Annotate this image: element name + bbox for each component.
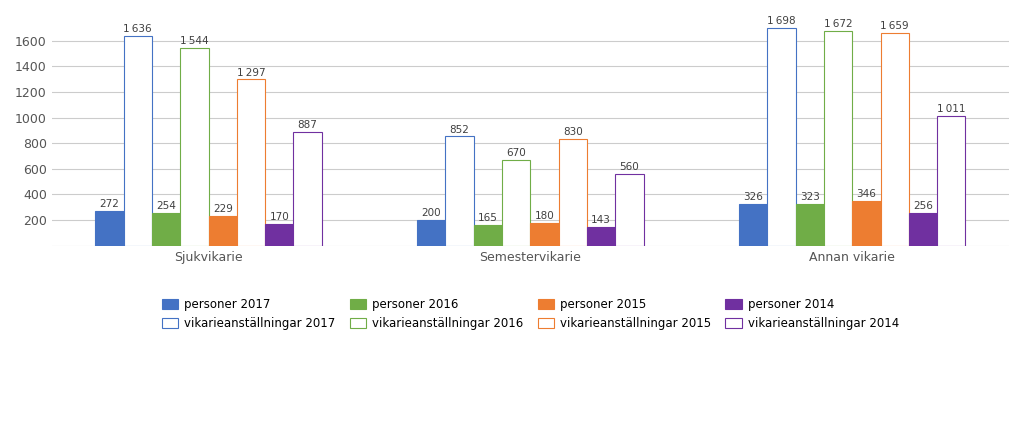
Text: 670: 670 (506, 148, 526, 158)
Text: 830: 830 (563, 128, 583, 137)
Bar (417, 220, 445, 246)
Bar (502, 160, 530, 246)
Text: 346: 346 (856, 189, 877, 200)
Text: 170: 170 (269, 212, 289, 222)
Text: 272: 272 (99, 199, 120, 209)
Bar (530, 223, 559, 246)
Bar (937, 116, 966, 246)
Text: 1 011: 1 011 (937, 104, 966, 114)
Text: 1 659: 1 659 (881, 21, 909, 31)
Text: 200: 200 (422, 208, 441, 218)
Bar (95, 211, 124, 246)
Text: 1 297: 1 297 (237, 67, 265, 77)
Text: 256: 256 (913, 201, 933, 211)
Bar (852, 201, 881, 246)
Bar (739, 204, 767, 246)
Bar (474, 224, 502, 246)
Text: 1 544: 1 544 (180, 36, 209, 46)
Bar (265, 224, 294, 246)
Bar (237, 80, 265, 246)
Text: 1 698: 1 698 (767, 16, 796, 26)
Bar (445, 136, 474, 246)
Text: 887: 887 (298, 120, 317, 130)
Bar (209, 216, 237, 246)
Text: 229: 229 (213, 205, 232, 214)
Legend: personer 2017, vikarieanställningar 2017, personer 2016, vikarieanställningar 20: personer 2017, vikarieanställningar 2017… (157, 293, 903, 334)
Bar (909, 213, 937, 246)
Bar (767, 28, 796, 246)
Bar (180, 48, 209, 246)
Text: 560: 560 (620, 162, 639, 172)
Bar (124, 36, 152, 246)
Bar (559, 139, 587, 246)
Bar (152, 213, 180, 246)
Text: 323: 323 (800, 192, 819, 203)
Bar (615, 174, 644, 246)
Bar (881, 33, 909, 246)
Text: 1 672: 1 672 (823, 19, 852, 29)
Text: 326: 326 (743, 192, 763, 202)
Text: 143: 143 (591, 216, 611, 225)
Bar (587, 227, 615, 246)
Bar (796, 204, 824, 246)
Text: 165: 165 (478, 213, 498, 223)
Bar (294, 132, 322, 246)
Text: 180: 180 (535, 210, 554, 221)
Text: 254: 254 (156, 201, 176, 211)
Text: 852: 852 (450, 125, 469, 135)
Bar (824, 32, 852, 246)
Text: 1 636: 1 636 (124, 24, 152, 34)
